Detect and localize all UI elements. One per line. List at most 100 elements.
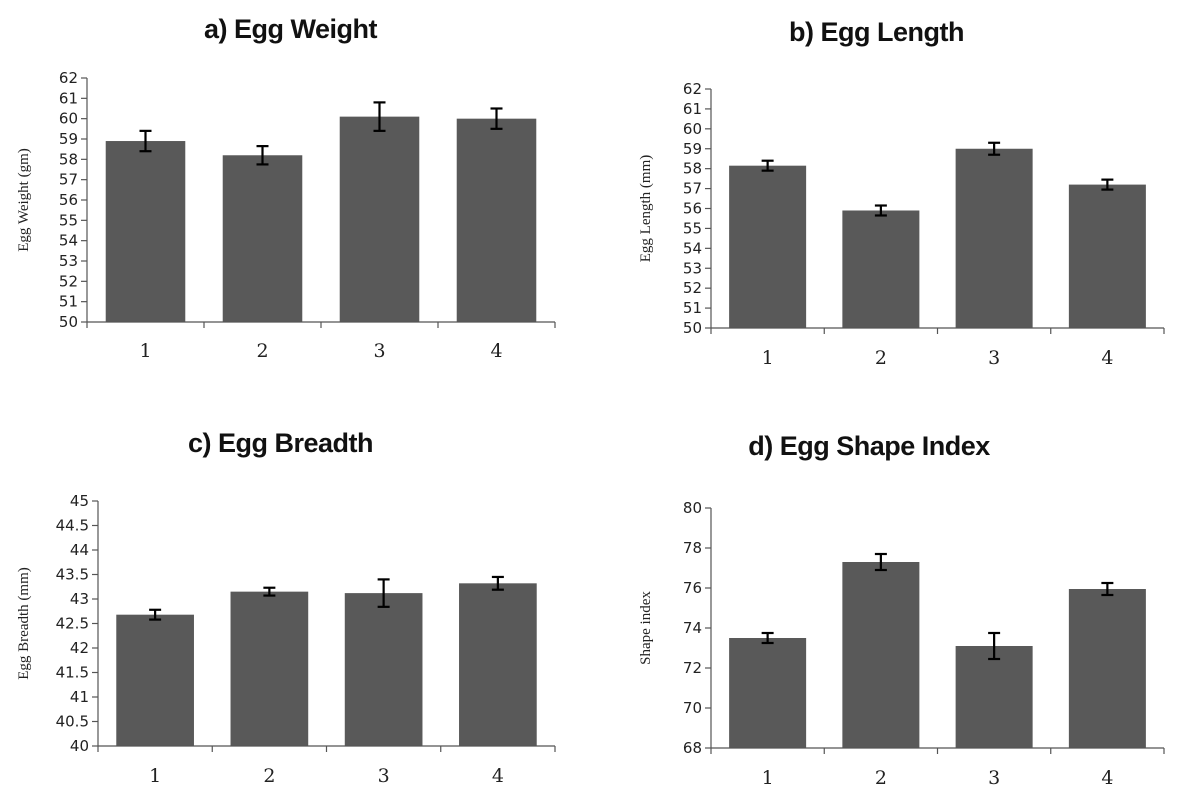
y-axis-title: Egg Length (mm) (638, 155, 654, 262)
bar (842, 562, 920, 748)
y-tick-label: 43 (70, 590, 89, 608)
y-tick-label: 55 (59, 211, 78, 229)
error-bar (874, 552, 887, 572)
y-tick-label: 53 (59, 252, 78, 270)
x-tick-label: 4 (1101, 767, 1113, 789)
x-tick-label: 1 (762, 767, 774, 789)
y-tick-label: 54 (683, 239, 702, 257)
y-tick-label: 42.5 (56, 615, 89, 633)
bar (955, 646, 1033, 748)
y-tick-label: 57 (683, 180, 702, 198)
y-tick-label: 56 (59, 191, 78, 209)
error-bar (1101, 581, 1114, 597)
y-tick-label: 59 (59, 130, 78, 148)
y-tick-label: 62 (683, 80, 702, 98)
y-tick-label: 42 (70, 639, 89, 657)
y-tick-label: 60 (59, 110, 78, 128)
y-tick-label: 58 (59, 150, 78, 168)
y-tick-label: 41 (70, 688, 89, 706)
y-tick-label: 51 (59, 293, 78, 311)
bar (222, 155, 303, 322)
chart-title: d) Egg Shape Index (748, 431, 990, 461)
y-tick-label: 80 (683, 499, 702, 517)
x-tick-label: 2 (256, 340, 268, 362)
y-tick-label: 57 (59, 171, 78, 189)
chart-svg: 40 40.5 41 41.5 42 42.5 43 43.5 44 44.5 45 1 2 3 4 Egg … (16, 492, 556, 787)
error-bar (263, 586, 276, 597)
bar (1068, 184, 1146, 328)
chart-title: a) Egg Weight (204, 14, 378, 44)
x-tick-label: 4 (492, 765, 504, 787)
y-tick-label: 55 (683, 219, 702, 237)
y-tick-label: 56 (683, 200, 702, 218)
y-tick-label: 50 (59, 313, 78, 331)
bar (456, 118, 537, 323)
x-tick-label: 4 (1101, 347, 1113, 369)
bar (230, 591, 309, 746)
chart-panel-egg-breadth: c) Egg Breadth 40 40.5 41 41.5 42 42.5 43 43.5 4… (0, 396, 591, 793)
y-tick-label: 74 (683, 619, 702, 637)
error-bar (988, 631, 1001, 661)
error-bar (491, 575, 504, 591)
bar (729, 638, 807, 748)
x-tick-label: 1 (762, 347, 774, 369)
y-tick-label: 70 (683, 699, 702, 717)
y-tick-label: 78 (683, 539, 702, 557)
bar (116, 614, 194, 746)
error-bar (490, 107, 503, 130)
y-tick-label: 72 (683, 659, 702, 677)
bar (459, 583, 537, 746)
y-tick-label: 62 (59, 69, 78, 87)
error-bar (149, 608, 162, 621)
y-tick-label: 68 (683, 739, 702, 757)
chart-title: b) Egg Length (789, 17, 964, 47)
y-tick-label: 44.5 (56, 517, 89, 535)
error-bar (761, 631, 774, 645)
error-bar (988, 141, 1001, 156)
bar (729, 165, 807, 328)
x-tick-label: 3 (988, 347, 1000, 369)
chart-svg: 50 51 52 53 54 55 56 57 58 59 60 61 62 1 2 3 4 Egg Weight… (16, 69, 556, 362)
error-bar (377, 578, 390, 608)
x-tick-label: 3 (378, 765, 390, 787)
x-tick-label: 2 (875, 347, 887, 369)
y-tick-label: 60 (683, 120, 702, 138)
chart-svg: 68 70 72 74 76 78 80 1 2 3 4 Shape index (638, 499, 1165, 789)
y-tick-label: 45 (70, 492, 89, 510)
error-bar (1101, 178, 1114, 191)
error-bar (139, 129, 152, 153)
x-tick-label: 2 (263, 765, 275, 787)
y-tick-label: 44 (70, 541, 89, 559)
error-bar (761, 159, 774, 172)
error-bar (373, 101, 386, 132)
chart-panel-egg-weight: a) Egg Weight 50 51 52 53 54 55 56 57 58 59 60 61 62… (0, 0, 591, 396)
y-tick-label: 40 (70, 737, 89, 755)
x-tick-label: 3 (373, 340, 385, 362)
x-tick-label: 3 (988, 767, 1000, 789)
y-tick-label: 51 (683, 299, 702, 317)
x-tick-label: 1 (149, 765, 161, 787)
error-bar (874, 204, 887, 217)
y-axis-title: Egg Weight (gm) (16, 148, 32, 252)
y-axis-title: Shape index (638, 591, 654, 665)
bar (1068, 589, 1146, 748)
y-tick-label: 61 (59, 89, 78, 107)
y-tick-label: 52 (59, 272, 78, 290)
y-tick-label: 40.5 (56, 713, 89, 731)
y-tick-label: 41.5 (56, 664, 89, 682)
chart-panel-egg-shape-index: d) Egg Shape Index 68 70 72 74 76 78 80 1 2 3 4 Sha… (591, 396, 1182, 793)
y-tick-label: 54 (59, 232, 78, 250)
y-tick-label: 58 (683, 160, 702, 178)
bar (344, 593, 423, 746)
x-tick-label: 2 (875, 767, 887, 789)
chart-panel-egg-length: b) Egg Length 50 51 52 53 54 55 56 57 58 59 60 61 62… (591, 0, 1182, 396)
y-tick-label: 76 (683, 579, 702, 597)
y-tick-label: 53 (683, 259, 702, 277)
x-tick-label: 1 (139, 340, 151, 362)
y-tick-label: 52 (683, 279, 702, 297)
error-bar (256, 145, 269, 166)
chart-title: c) Egg Breadth (187, 428, 374, 458)
bar (842, 210, 920, 328)
y-tick-label: 59 (683, 140, 702, 158)
